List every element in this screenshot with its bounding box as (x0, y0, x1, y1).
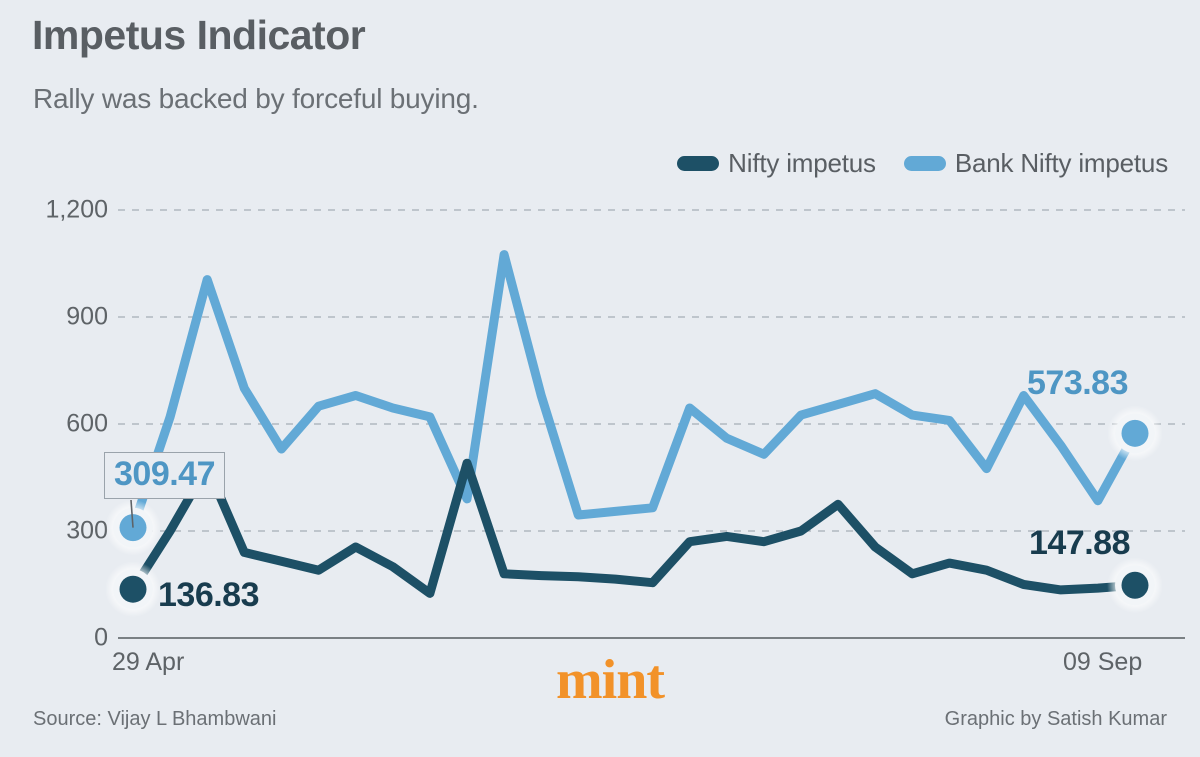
chart-legend: Nifty impetus Bank Nifty impetus (677, 148, 1168, 179)
data-label-end-nifty: 147.88 (1029, 524, 1131, 562)
credit-text: Graphic by Satish Kumar (944, 708, 1167, 730)
callout-start-bank-nifty: 309.47 (104, 452, 225, 499)
y-tick-label-600: 600 (66, 409, 108, 438)
x-tick-label-start: 29 Apr (112, 648, 185, 676)
legend-label-bank-nifty: Bank Nifty impetus (954, 148, 1168, 178)
legend-item-bank-nifty[interactable]: Bank Nifty impetus (903, 148, 1168, 179)
source-text: Source: Vijay L Bhambwani (33, 708, 277, 730)
series-line-bank-nifty (128, 250, 1140, 533)
y-tick-label-0: 0 (94, 623, 108, 652)
series-line-nifty (128, 458, 1140, 598)
page-subtitle: Rally was backed by forceful buying. (33, 83, 479, 114)
mint-logo: mint (556, 649, 665, 711)
legend-item-nifty[interactable]: Nifty impetus (677, 148, 876, 179)
legend-label-nifty: Nifty impetus (728, 148, 876, 178)
data-label-start-nifty: 136.83 (158, 576, 260, 614)
data-label-start-bank-nifty: 309.47 (114, 455, 216, 493)
y-tick-label-300: 300 (66, 516, 108, 545)
page-title: Impetus Indicator (32, 12, 366, 58)
gridlines (118, 209, 1185, 532)
legend-swatch-bank-nifty (903, 156, 946, 171)
legend-swatch-nifty (677, 156, 720, 171)
y-tick-label-900: 900 (66, 302, 108, 331)
y-tick-label-1200: 1,200 (45, 195, 108, 224)
data-label-end-bank-nifty: 573.83 (1027, 364, 1129, 402)
x-tick-label-end: 09 Sep (1063, 648, 1143, 676)
